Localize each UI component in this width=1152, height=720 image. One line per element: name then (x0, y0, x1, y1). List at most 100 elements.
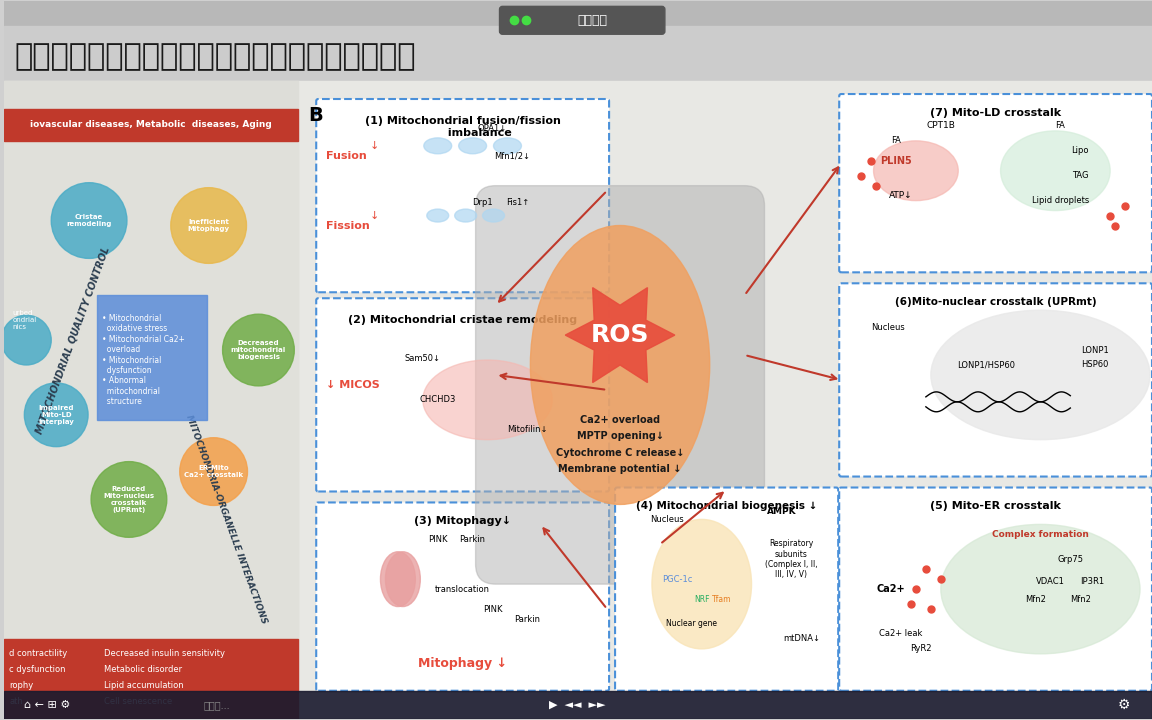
Polygon shape (566, 288, 675, 382)
FancyBboxPatch shape (615, 487, 839, 690)
Text: MITOCHONDRIA-ORGANELLE INTERACTIONS: MITOCHONDRIA-ORGANELLE INTERACTIONS (184, 414, 268, 625)
Text: Ca2+ leak: Ca2+ leak (879, 629, 923, 639)
Text: Mitofilin↓: Mitofilin↓ (507, 426, 547, 434)
Text: Tfam: Tfam (712, 595, 732, 603)
Ellipse shape (941, 524, 1140, 654)
Ellipse shape (426, 209, 449, 222)
Bar (5, 639, 298, 719)
Text: ⚙: ⚙ (1117, 698, 1130, 711)
Text: (2) Mitochondrial cristae remodeling: (2) Mitochondrial cristae remodeling (348, 315, 577, 325)
Text: AMPK: AMPK (766, 507, 796, 516)
Text: Cell senescence: Cell senescence (104, 697, 173, 706)
Text: rophy: rophy (9, 681, 33, 690)
Text: FA: FA (890, 136, 901, 145)
Text: translocation: translocation (435, 585, 490, 593)
Text: (3) Mitophagy↓: (3) Mitophagy↓ (414, 516, 511, 526)
Ellipse shape (1001, 131, 1111, 210)
Text: PINK: PINK (483, 605, 502, 613)
Text: (6)Mito-nuclear crosstalk (UPRmt): (6)Mito-nuclear crosstalk (UPRmt) (895, 297, 1097, 307)
Text: Fis1↑: Fis1↑ (506, 198, 529, 207)
Ellipse shape (424, 138, 452, 154)
Circle shape (91, 462, 167, 537)
Ellipse shape (530, 225, 710, 505)
Text: CPT1B: CPT1B (926, 122, 955, 130)
Text: ATP↓: ATP↓ (889, 191, 912, 200)
Text: Nucleus: Nucleus (871, 323, 904, 332)
Text: Grp75: Grp75 (1058, 554, 1083, 564)
Text: HSP60: HSP60 (1082, 361, 1109, 369)
Text: 腾讯会议: 腾讯会议 (577, 14, 607, 27)
Text: CHCHD3: CHCHD3 (419, 395, 456, 405)
Text: 线粒体质量控制系统对线粒体氧化还原状态的调控: 线粒体质量控制系统对线粒体氧化还原状态的调控 (14, 42, 416, 71)
Ellipse shape (458, 138, 486, 154)
Text: (1) Mitochondrial fusion/fission
         imbalance: (1) Mitochondrial fusion/fission imbalan… (365, 116, 561, 138)
Bar (5, 690, 1152, 719)
Circle shape (1, 315, 51, 365)
Text: ▶  ◄◄  ►►: ▶ ◄◄ ►► (550, 700, 606, 710)
Ellipse shape (652, 519, 751, 649)
FancyBboxPatch shape (316, 99, 609, 292)
Bar (5, 1, 1152, 31)
Text: Fusion: Fusion (326, 150, 367, 161)
Text: Parkin: Parkin (515, 614, 540, 624)
Text: ath: ath (9, 697, 23, 706)
Text: Complex formation: Complex formation (992, 530, 1089, 539)
Text: PLIN5: PLIN5 (880, 156, 912, 166)
FancyBboxPatch shape (839, 283, 1152, 477)
FancyBboxPatch shape (476, 186, 765, 584)
Text: Lipid accumulation: Lipid accumulation (104, 681, 183, 690)
Text: LONP1: LONP1 (1082, 346, 1109, 354)
Text: Drp1: Drp1 (472, 198, 493, 207)
Text: OPA1↓: OPA1↓ (478, 125, 507, 133)
Text: Mfn2: Mfn2 (1025, 595, 1046, 603)
Text: (5) Mito-ER crosstalk: (5) Mito-ER crosstalk (930, 501, 1061, 511)
Text: Mitophagy ↓: Mitophagy ↓ (418, 657, 507, 670)
Bar (5, 109, 298, 141)
Text: MITOCHONDRIAL QUALITY CONTROL: MITOCHONDRIAL QUALITY CONTROL (35, 245, 112, 435)
Ellipse shape (931, 310, 1150, 440)
Text: • Mitochondrial
  oxidative stress
• Mitochondrial Ca2+
  overload
• Mitochondri: • Mitochondrial oxidative stress • Mitoc… (103, 314, 185, 406)
Text: ↓: ↓ (370, 141, 379, 150)
Text: (7) Mito-LD crosstalk: (7) Mito-LD crosstalk (930, 108, 1061, 118)
FancyBboxPatch shape (839, 94, 1152, 272)
FancyBboxPatch shape (316, 298, 609, 492)
Text: ER-Mito
Ca2+ crosstalk: ER-Mito Ca2+ crosstalk (184, 465, 243, 478)
Text: Lipid droplets: Lipid droplets (1032, 196, 1089, 205)
Text: IP3R1: IP3R1 (1081, 577, 1105, 585)
Text: mtDNA↓: mtDNA↓ (783, 634, 820, 644)
Ellipse shape (493, 138, 522, 154)
Text: PGC-1c: PGC-1c (661, 575, 692, 584)
Text: Fission: Fission (326, 220, 370, 230)
Text: PINK: PINK (429, 535, 447, 544)
Ellipse shape (483, 209, 505, 222)
Text: VDAC1: VDAC1 (1036, 577, 1064, 585)
Bar (5, 81, 1152, 719)
Text: Lipo: Lipo (1071, 146, 1089, 156)
Text: Mfn1/2↓: Mfn1/2↓ (494, 151, 530, 161)
Text: Reduced
Mito-nucleus
crosstalk
(UPRmt): Reduced Mito-nucleus crosstalk (UPRmt) (104, 486, 154, 513)
Text: 点什么...: 点什么... (204, 700, 230, 710)
Text: iovascular diseases, Metabolic  diseases, Aging: iovascular diseases, Metabolic diseases,… (30, 120, 272, 130)
Circle shape (51, 183, 127, 258)
Text: c dysfunction: c dysfunction (9, 665, 66, 675)
Ellipse shape (423, 360, 552, 440)
Bar (5, 27, 1152, 81)
Text: urbed
ondrial
nics: urbed ondrial nics (13, 310, 37, 330)
Bar (5, 141, 298, 639)
Text: Decreased
mitochondrial
biogenesis: Decreased mitochondrial biogenesis (230, 340, 286, 360)
Text: Nucleus: Nucleus (650, 515, 684, 524)
Ellipse shape (455, 209, 477, 222)
FancyBboxPatch shape (500, 6, 665, 35)
Text: Ca2+ overload
MPTP opening↓
Cytochrome C release↓
Membrane potential ↓: Ca2+ overload MPTP opening↓ Cytochrome C… (556, 415, 684, 474)
Text: d contractility: d contractility (9, 649, 68, 658)
Circle shape (180, 438, 248, 505)
Ellipse shape (873, 141, 958, 201)
Text: ⌂ ← ⊞ ⚙: ⌂ ← ⊞ ⚙ (24, 700, 70, 710)
Bar (97, 295, 206, 420)
Bar (5, 81, 298, 719)
Text: Ca2+: Ca2+ (877, 584, 905, 594)
Ellipse shape (386, 552, 420, 606)
Text: Impaired
Mito-LD
interplay: Impaired Mito-LD interplay (38, 405, 74, 425)
Text: Respiratory
subunits
(Complex I, II,
III, IV, V): Respiratory subunits (Complex I, II, III… (765, 539, 818, 580)
Text: Nuclear gene: Nuclear gene (666, 619, 718, 629)
